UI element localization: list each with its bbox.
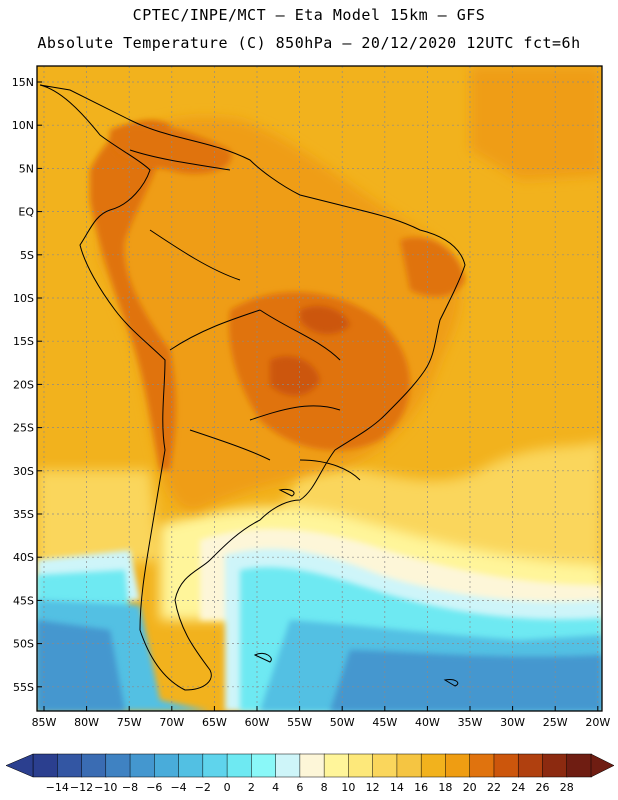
longitude-label: 40W bbox=[415, 716, 440, 729]
colorbar-label: −4 bbox=[170, 781, 186, 794]
colorbar-swatch bbox=[226, 753, 253, 778]
colorbar-swatch bbox=[542, 753, 568, 778]
latitude-label: 35S bbox=[13, 508, 34, 521]
longitude-label: 80W bbox=[74, 716, 99, 729]
temperature-field bbox=[37, 66, 602, 711]
colorbar-swatch bbox=[396, 753, 422, 778]
colorbar-label: 28 bbox=[560, 781, 574, 794]
colorbar-label: −10 bbox=[94, 781, 117, 794]
longitude-label: 60W bbox=[245, 716, 270, 729]
latitude-label: 20S bbox=[13, 378, 34, 391]
colorbar-label: 20 bbox=[463, 781, 477, 794]
longitude-label: 45W bbox=[372, 716, 397, 729]
colorbar-swatch bbox=[323, 753, 350, 778]
colorbar-label: 2 bbox=[248, 781, 255, 794]
latitude-label: 50S bbox=[13, 638, 34, 651]
latitude-label: EQ bbox=[18, 206, 34, 219]
colorbar-swatch bbox=[299, 753, 325, 778]
coastlines bbox=[39, 84, 466, 691]
colorbar-swatch bbox=[57, 753, 83, 778]
colorbar-label: 22 bbox=[487, 781, 501, 794]
colorbar-swatch bbox=[105, 753, 131, 778]
colorbar-label: −6 bbox=[146, 781, 162, 794]
colorbar-label: 24 bbox=[511, 781, 525, 794]
longitude-label: 70W bbox=[159, 716, 184, 729]
colorbar-swatch bbox=[178, 753, 204, 778]
map-frame bbox=[36, 65, 603, 712]
colorbar-label: 18 bbox=[438, 781, 452, 794]
lat-lon-grid bbox=[37, 66, 602, 711]
latitude-label: 10N bbox=[12, 119, 34, 132]
colorbar-swatch bbox=[566, 753, 592, 778]
colorbar-swatch bbox=[202, 753, 228, 778]
colorbar-swatch bbox=[469, 753, 495, 778]
colorbar-label: 6 bbox=[296, 781, 303, 794]
colorbar-low-arrow bbox=[5, 753, 34, 778]
longitude-labels: 85W 80W 75W 70W 65W 60W 55W 50W 45W 40W 35W 30W 25W 2… bbox=[32, 706, 610, 729]
colorbar-label: −8 bbox=[122, 781, 138, 794]
colorbar-label: −2 bbox=[195, 781, 211, 794]
longitude-label: 20W bbox=[585, 716, 610, 729]
colorbar-label: −12 bbox=[70, 781, 93, 794]
colorbar-swatch bbox=[154, 753, 180, 778]
latitude-label: 25S bbox=[13, 422, 34, 435]
colorbar-label: 16 bbox=[414, 781, 428, 794]
latitude-label: 30S bbox=[13, 465, 34, 478]
longitude-label: 25W bbox=[543, 716, 568, 729]
colorbar-label: 26 bbox=[535, 781, 549, 794]
colorbar-label: 4 bbox=[272, 781, 279, 794]
colorbar-swatch bbox=[348, 753, 374, 778]
latitude-label: 5N bbox=[19, 162, 34, 175]
colorbar-label: 8 bbox=[321, 781, 328, 794]
latitude-label: 10S bbox=[13, 292, 34, 305]
longitude-label: 35W bbox=[458, 716, 483, 729]
longitude-label: 30W bbox=[500, 716, 525, 729]
longitude-label: 75W bbox=[117, 716, 142, 729]
colorbar-swatch bbox=[275, 753, 301, 778]
colorbar-high-arrow bbox=[590, 753, 615, 778]
longitude-label: 85W bbox=[32, 716, 57, 729]
longitude-label: 65W bbox=[202, 716, 227, 729]
map-title: CPTEC/INPE/MCT – Eta Model 15km – GFS bbox=[132, 6, 486, 24]
colorbar: −14 −12 −10 −8 −6 −4 −2 0 2 4 6 8 10 12 14 16 18 20 22 24 26… bbox=[5, 753, 615, 794]
colorbar-swatch bbox=[517, 753, 544, 778]
latitude-label: 45S bbox=[13, 594, 34, 607]
colorbar-swatch bbox=[81, 753, 107, 778]
colorbar-label: 10 bbox=[341, 781, 355, 794]
colorbar-swatch bbox=[32, 753, 59, 778]
latitude-label: 5S bbox=[20, 249, 34, 262]
colorbar-swatch bbox=[445, 753, 471, 778]
latitude-label: 55S bbox=[13, 681, 34, 694]
colorbar-label: 14 bbox=[390, 781, 404, 794]
latitude-labels: 15N 10N 5N EQ 5S 10S 15S 20S 25S 30S 35S 40S 45S 50S 5… bbox=[12, 76, 42, 694]
longitude-label: 55W bbox=[287, 716, 312, 729]
colorbar-swatch bbox=[372, 753, 398, 778]
colorbar-swatch bbox=[251, 753, 277, 778]
map-subtitle: Absolute Temperature (C) 850hPa – 20/12/… bbox=[37, 34, 581, 52]
latitude-label: 40S bbox=[13, 551, 34, 564]
colorbar-swatch bbox=[129, 753, 156, 778]
colorbar-label: 0 bbox=[224, 781, 231, 794]
latitude-label: 15N bbox=[12, 76, 34, 89]
colorbar-label: 12 bbox=[366, 781, 380, 794]
latitude-label: 15S bbox=[13, 335, 34, 348]
colorbar-swatch bbox=[493, 753, 519, 778]
colorbar-swatch bbox=[420, 753, 447, 778]
temperature-map: 15N 10N 5N EQ 5S 10S 15S 20S 25S 30S 35S 40S 45S 50S 5… bbox=[12, 65, 610, 729]
colorbar-label: −14 bbox=[46, 781, 69, 794]
longitude-label: 50W bbox=[330, 716, 355, 729]
